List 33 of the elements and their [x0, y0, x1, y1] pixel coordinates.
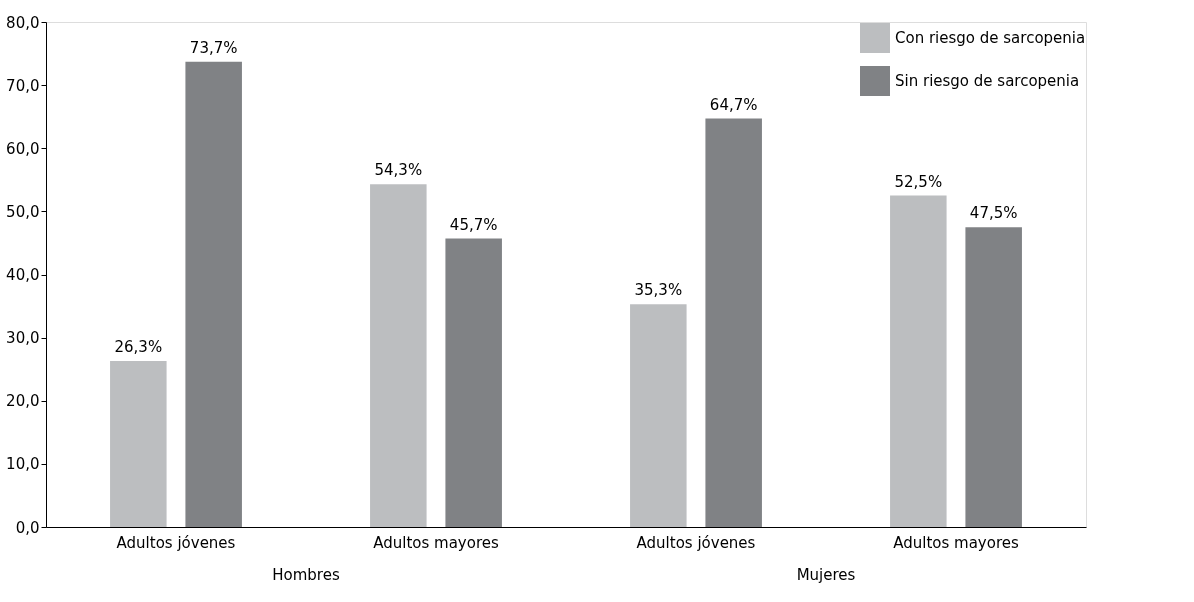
y-tick-label: 60,0: [6, 139, 40, 158]
bar: [370, 184, 427, 527]
y-tick-label: 50,0: [6, 202, 40, 221]
y-tick-label: 70,0: [6, 76, 40, 95]
data-label: 54,3%: [374, 161, 423, 180]
bar: [445, 238, 502, 527]
x-tick-label: Adultos mayores: [893, 533, 1019, 552]
bar: [110, 360, 167, 527]
bar: [630, 304, 687, 527]
bar: [705, 118, 762, 527]
legend-label: Con riesgo de sarcopenia: [895, 29, 1086, 47]
data-label: 64,7%: [709, 95, 758, 114]
text: Mujeres: [796, 566, 856, 584]
bar: [890, 195, 947, 527]
x-tick-label: Adultos jóvenes: [116, 533, 236, 552]
x-tick-label: Adultos mayores: [373, 533, 499, 552]
data-label: 52,5%: [894, 172, 943, 191]
data-label: 47,5%: [969, 204, 1018, 223]
y-tick-label: 40,0: [6, 266, 40, 284]
x-tick-label: Adultos jóvenes: [636, 533, 756, 552]
legend-label: Sin riesgo de sarcopenia: [895, 72, 1080, 90]
y-tick-label: 10,0: [6, 455, 40, 474]
y-tick-label: 20,0: [6, 392, 40, 411]
y-tick-label: 80,0: [6, 13, 40, 32]
y-tick-label: 0,0: [15, 518, 40, 537]
data-label: 26,3%: [114, 337, 163, 356]
data-label: 35,3%: [634, 281, 683, 300]
bar: [185, 61, 242, 527]
text: Hombres: [272, 566, 340, 584]
data-label: 45,7%: [449, 215, 498, 234]
y-tick-label: 30,0: [6, 329, 40, 348]
bar: [965, 227, 1022, 527]
data-label: 73,7%: [189, 38, 238, 57]
